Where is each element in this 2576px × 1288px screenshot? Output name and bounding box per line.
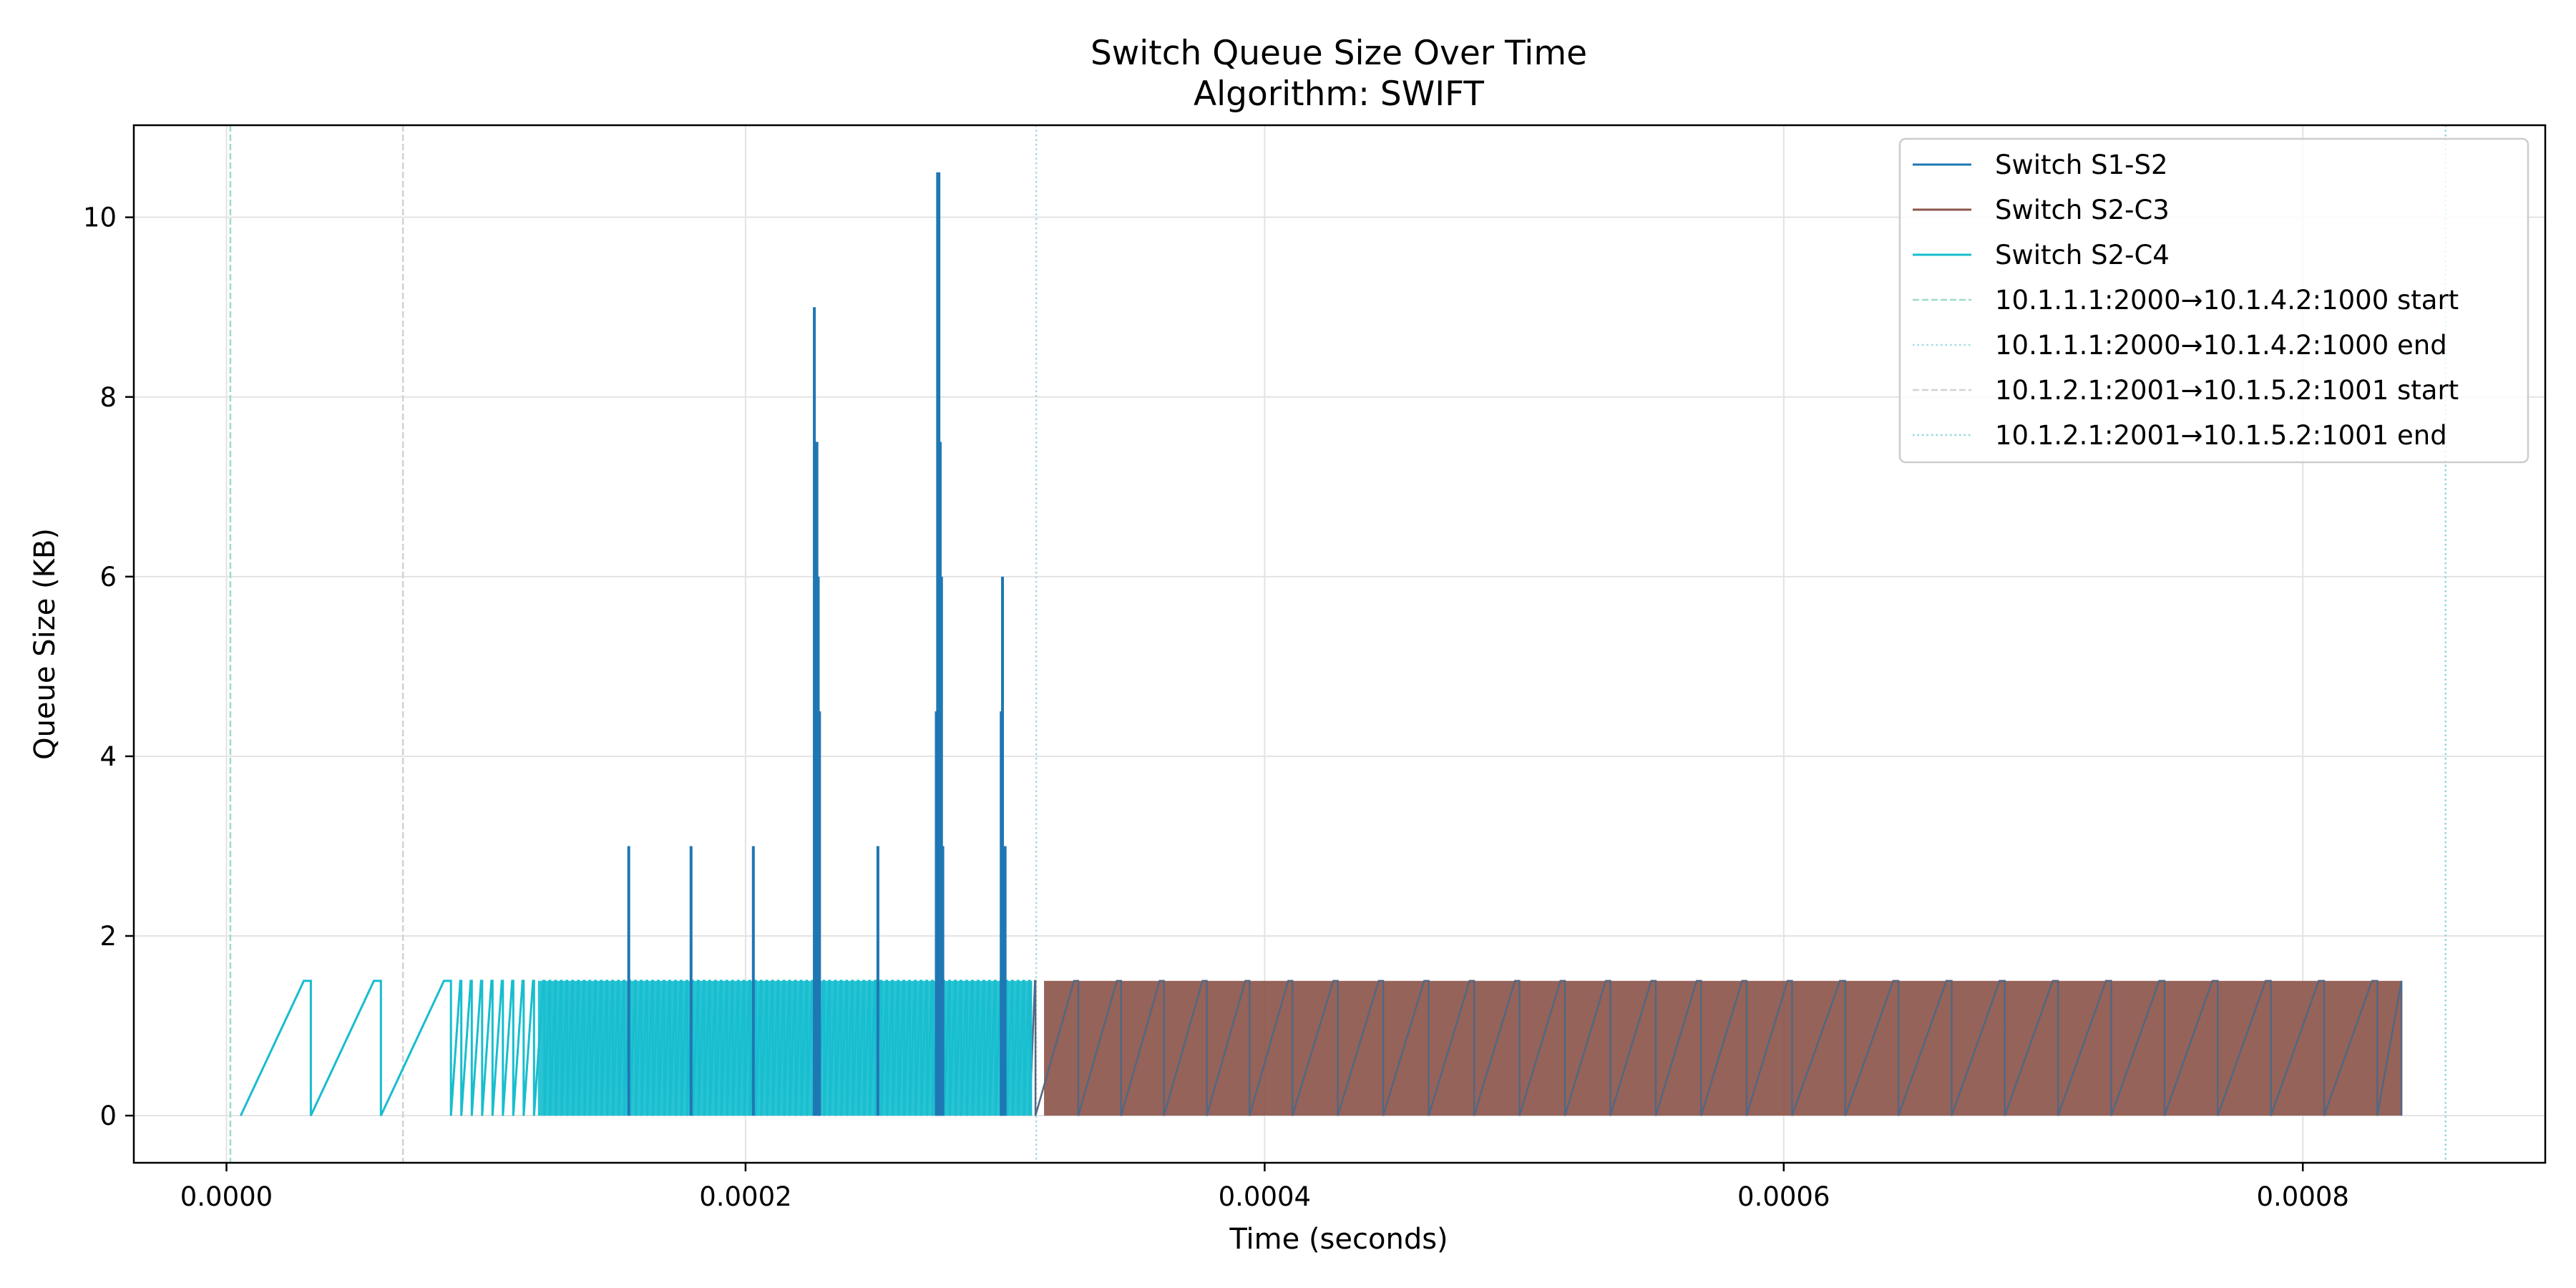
legend: Switch S1-S2 Switch S2-C3 Switch S2-C4 10.1…	[1898, 137, 2529, 464]
x-tick-label: 0.0004	[1219, 1181, 1311, 1212]
x-axis-label: Time (seconds)	[1229, 1223, 1448, 1256]
x-tick-label: 0.0000	[180, 1181, 273, 1212]
legend-label: Switch S2-C3	[1995, 195, 2170, 225]
y-tick-label: 2	[99, 921, 117, 952]
legend-label: 10.1.1.1:2000→10.1.4.2:1000 end	[1995, 330, 2447, 361]
y-tick-label: 8	[99, 382, 117, 413]
x-axis-ticks: 0.0000 0.0002 0.0004 0.0006 0.0008	[180, 1163, 2349, 1212]
y-axis-label: Queue Size (KB)	[29, 528, 62, 760]
chart-title: Switch Queue Size Over Time	[1091, 34, 1587, 73]
legend-label: 10.1.2.1:2001→10.1.5.2:1001 end	[1995, 420, 2447, 451]
chart-subtitle: Algorithm: SWIFT	[1194, 74, 1484, 114]
series	[240, 172, 2403, 1116]
y-tick-label: 10	[83, 203, 117, 233]
legend-frame	[1898, 137, 2529, 464]
y-axis-ticks: 0 2 4 6 8 10	[83, 203, 134, 1131]
legend-label: 10.1.1.1:2000→10.1.4.2:1000 start	[1995, 285, 2459, 316]
x-tick-label: 0.0002	[699, 1181, 791, 1212]
queue-dense-band	[1044, 980, 2402, 1116]
legend-label: 10.1.2.1:2001→10.1.5.2:1001 start	[1995, 375, 2459, 406]
x-tick-label: 0.0006	[1737, 1181, 1830, 1212]
x-tick-label: 0.0008	[2256, 1181, 2348, 1212]
y-tick-label: 6	[99, 562, 117, 592]
y-tick-label: 0	[99, 1101, 117, 1131]
legend-label: Switch S1-S2	[1995, 150, 2168, 180]
plot-frame	[132, 124, 2547, 1164]
y-tick-label: 4	[99, 741, 117, 772]
legend-label: Switch S2-C4	[1995, 240, 2170, 270]
